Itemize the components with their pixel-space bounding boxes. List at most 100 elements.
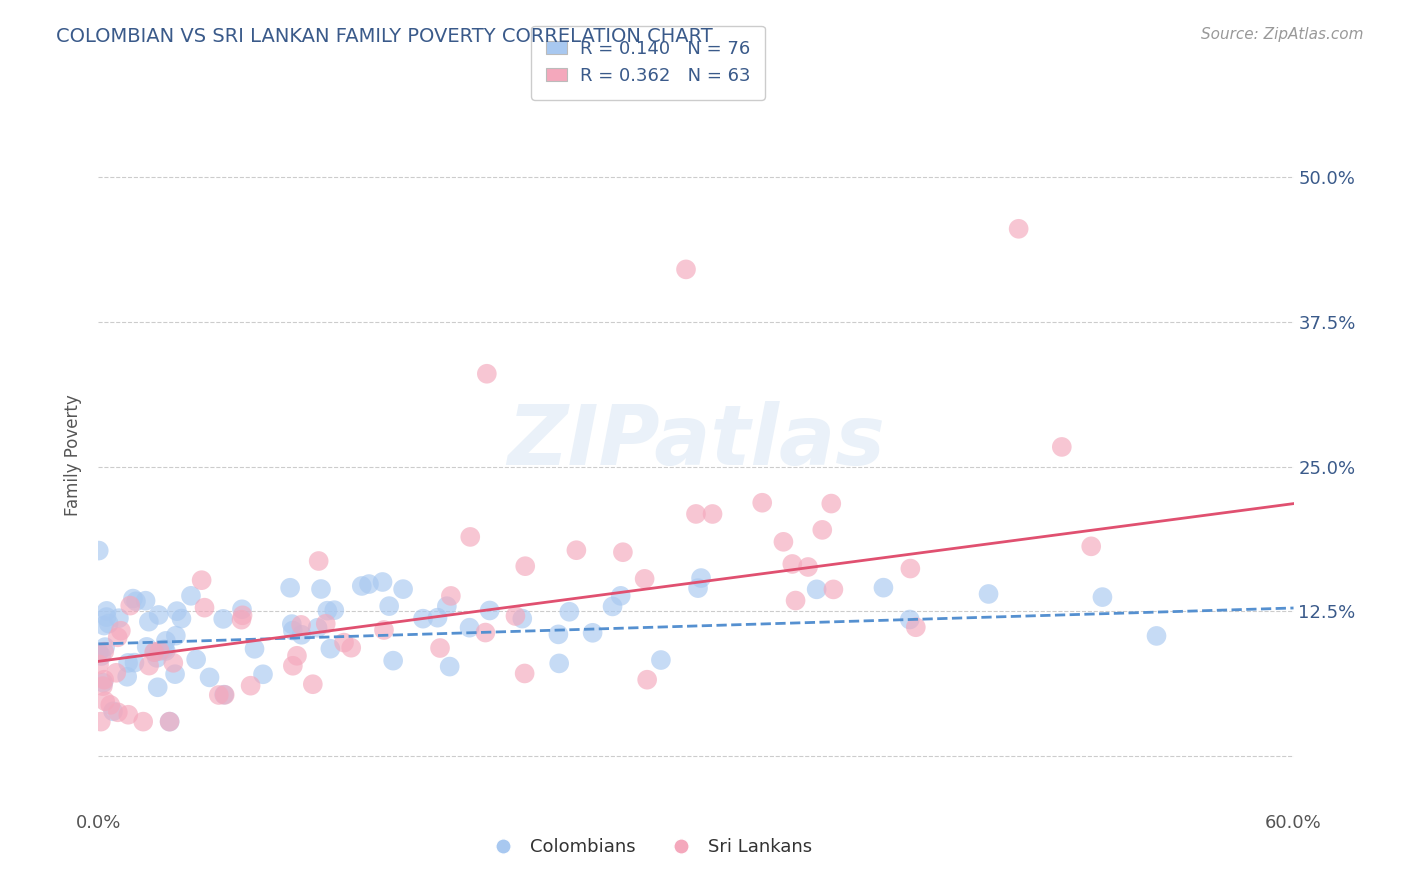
Point [565, 543, 588, 558]
Point [316, 604, 339, 618]
Point [872, 581, 894, 595]
Point [146, 651, 169, 665]
Point [252, 667, 274, 681]
Point [281, 624, 304, 638]
Point [373, 623, 395, 637]
Point [1050, 440, 1073, 454]
Point [146, 680, 169, 694]
Point [120, 599, 142, 613]
Point [208, 688, 231, 702]
Point [190, 573, 212, 587]
Point [1146, 629, 1168, 643]
Point [820, 497, 842, 511]
Point [474, 625, 496, 640]
Point [148, 644, 170, 658]
Point [148, 607, 170, 622]
Point [98, 698, 121, 712]
Point [475, 367, 498, 381]
Point [285, 648, 308, 663]
Point [231, 602, 253, 616]
Point [823, 582, 845, 597]
Point [155, 644, 177, 658]
Point [278, 581, 301, 595]
Point [378, 599, 401, 613]
Point [898, 613, 921, 627]
Point [811, 523, 834, 537]
Point [690, 571, 713, 585]
Point [371, 574, 394, 589]
Point [108, 611, 131, 625]
Point [307, 621, 329, 635]
Point [315, 616, 337, 631]
Point [110, 624, 132, 638]
Point [436, 599, 458, 614]
Point [675, 262, 697, 277]
Point [155, 633, 177, 648]
Point [281, 658, 304, 673]
Point [231, 613, 253, 627]
Point [162, 656, 184, 670]
Point [90, 714, 112, 729]
Point [291, 628, 314, 642]
Point [439, 659, 461, 673]
Point [107, 630, 129, 644]
Point [548, 657, 571, 671]
Point [143, 645, 166, 659]
Point [87, 543, 110, 558]
Point [214, 688, 236, 702]
Point [290, 618, 312, 632]
Point [138, 615, 160, 629]
Point [96, 604, 118, 618]
Point [602, 599, 624, 614]
Point [165, 667, 187, 681]
Point [90, 648, 112, 663]
Point [319, 641, 342, 656]
Point [91, 675, 114, 690]
Point [132, 714, 155, 729]
Point [323, 603, 346, 617]
Point [904, 620, 927, 634]
Point [101, 704, 124, 718]
Point [87, 657, 110, 672]
Point [159, 714, 181, 729]
Point [308, 554, 330, 568]
Point [117, 656, 139, 670]
Point [239, 679, 262, 693]
Point [170, 611, 193, 625]
Point [977, 587, 1000, 601]
Point [478, 603, 501, 617]
Point [159, 714, 181, 729]
Point [122, 591, 145, 606]
Point [93, 618, 115, 632]
Point [458, 621, 481, 635]
Point [115, 670, 138, 684]
Point [96, 610, 118, 624]
Point [785, 593, 807, 607]
Point [350, 579, 373, 593]
Point [382, 654, 405, 668]
Point [135, 640, 157, 654]
Point [547, 627, 569, 641]
Point [186, 652, 208, 666]
Point [612, 545, 634, 559]
Text: COLOMBIAN VS SRI LANKAN FAMILY POVERTY CORRELATION CHART: COLOMBIAN VS SRI LANKAN FAMILY POVERTY C… [56, 27, 713, 45]
Point [633, 572, 655, 586]
Point [93, 645, 115, 659]
Point [1080, 539, 1102, 553]
Point [166, 604, 188, 618]
Point [392, 582, 415, 596]
Point [165, 629, 187, 643]
Point [333, 635, 356, 649]
Point [117, 707, 139, 722]
Point [686, 581, 709, 595]
Point [135, 593, 157, 607]
Text: Source: ZipAtlas.com: Source: ZipAtlas.com [1201, 27, 1364, 42]
Point [581, 625, 603, 640]
Point [636, 673, 658, 687]
Point [429, 640, 451, 655]
Point [751, 496, 773, 510]
Point [105, 665, 128, 680]
Point [94, 694, 117, 708]
Point [558, 605, 581, 619]
Point [107, 706, 129, 720]
